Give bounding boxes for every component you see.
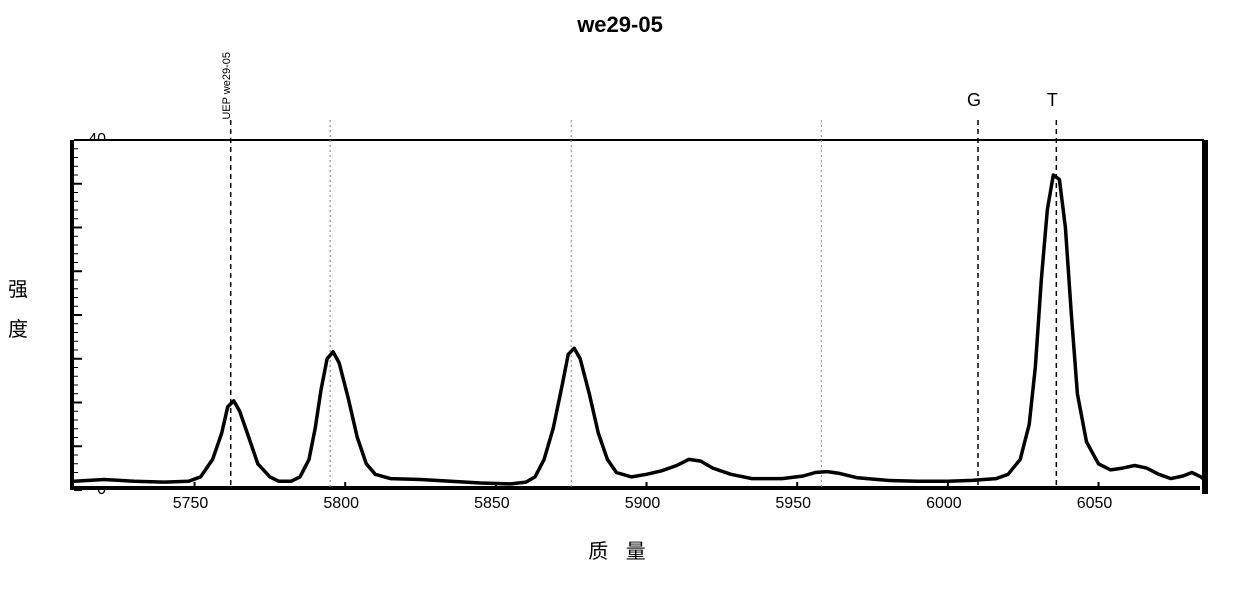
plot-area <box>70 140 1200 490</box>
y-axis-label-char: 强 <box>8 270 28 310</box>
x-tick-label: 5900 <box>625 495 661 513</box>
allele-label: T <box>1047 90 1058 111</box>
y-axis-label: 强 度 <box>8 270 28 350</box>
chart-container: 强 度 0510152025303540 5750580058505900595… <box>0 50 1240 570</box>
spectrum-svg <box>74 140 1204 490</box>
x-axis-label: 质 量 <box>588 535 652 564</box>
x-tick-label: 6050 <box>1077 495 1113 513</box>
allele-label: G <box>967 90 981 111</box>
x-tick-label: 5950 <box>775 495 811 513</box>
y-axis-label-char: 度 <box>8 310 28 350</box>
vline-label: UEP we29-05 <box>221 52 233 120</box>
x-tick-label: 5750 <box>173 495 209 513</box>
x-tick-label: 5850 <box>474 495 510 513</box>
x-tick-label: 6000 <box>926 495 962 513</box>
chart-title: we29-05 <box>577 12 663 38</box>
x-tick-label: 5800 <box>323 495 359 513</box>
